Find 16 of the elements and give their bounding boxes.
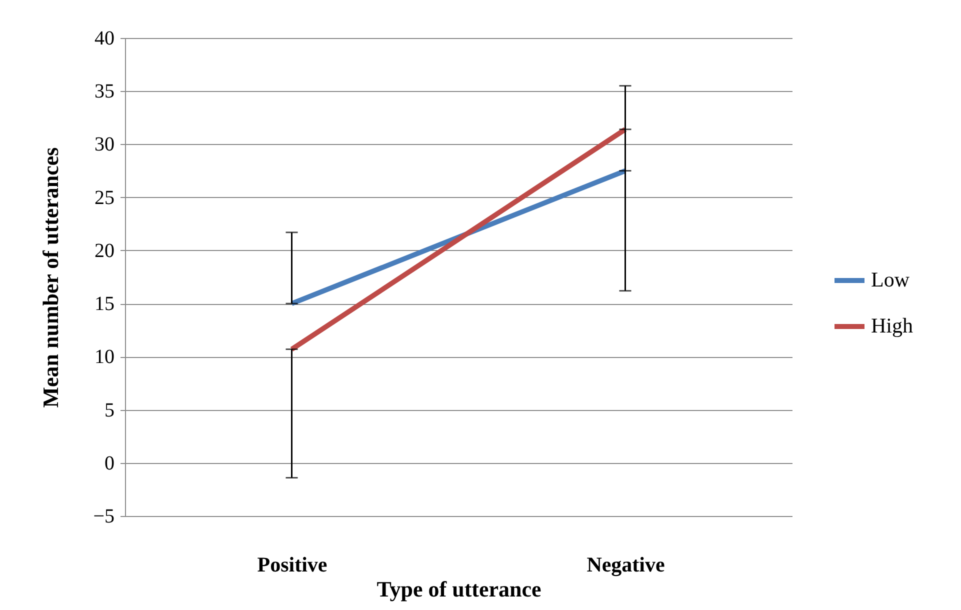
y-tick-label: 0 bbox=[104, 452, 114, 474]
y-tick-label: 20 bbox=[94, 240, 114, 262]
y-tick-label: 10 bbox=[94, 346, 114, 368]
y-tick-label: 5 bbox=[104, 399, 114, 422]
legend-label: High bbox=[871, 314, 914, 338]
y-tick-label: −5 bbox=[93, 506, 114, 528]
y-tick-label: 30 bbox=[94, 134, 114, 156]
x-tick-label: Positive bbox=[257, 552, 328, 576]
x-axis-title: Type of utterance bbox=[376, 576, 542, 602]
legend-label: Low bbox=[871, 268, 910, 292]
y-tick-label: 15 bbox=[94, 293, 114, 316]
y-axis-title: Mean number of utterances bbox=[38, 146, 64, 408]
y-tick-label: 25 bbox=[94, 186, 114, 209]
y-tick-label: 35 bbox=[94, 80, 114, 103]
x-tick-label: Negative bbox=[586, 552, 665, 576]
y-tick-label: 40 bbox=[94, 28, 114, 50]
